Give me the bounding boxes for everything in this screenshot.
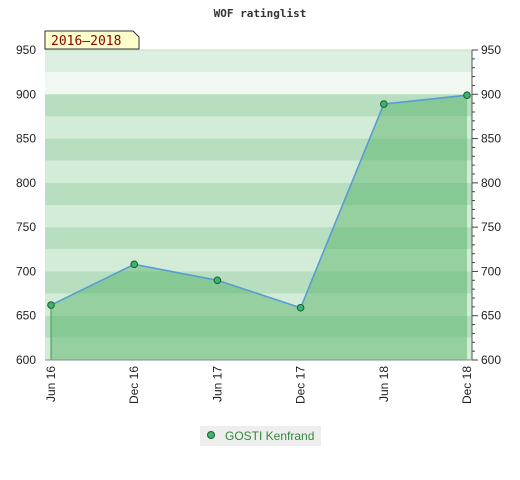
grid-band bbox=[45, 94, 472, 117]
chart-title: WOF ratinglist bbox=[214, 7, 307, 20]
grid-band bbox=[45, 72, 472, 95]
x-tick-label: Jun 17 bbox=[210, 366, 224, 402]
period-badge: 2016–2018 bbox=[44, 30, 140, 50]
period-badge-label: 2016–2018 bbox=[51, 34, 121, 49]
period-badge-box bbox=[44, 30, 140, 50]
left-y-tick-label: 900 bbox=[16, 87, 36, 101]
left-y-tick-label: 950 bbox=[16, 43, 36, 57]
x-tick-label: Dec 17 bbox=[294, 366, 308, 404]
left-y-tick-label: 850 bbox=[16, 132, 36, 146]
legend-series-label: GOSTI Kenfrand bbox=[225, 429, 314, 443]
grid-band bbox=[45, 249, 472, 272]
grid-band bbox=[45, 293, 472, 316]
left-y-axis: 600 650 700 750 800 850 900 950 bbox=[16, 43, 36, 367]
right-y-tick-label: 600 bbox=[481, 353, 501, 367]
right-y-tick-label: 700 bbox=[481, 264, 501, 278]
data-point bbox=[463, 91, 471, 99]
data-point bbox=[47, 301, 55, 309]
grid-band bbox=[45, 116, 472, 139]
x-tick-label: Jun 18 bbox=[377, 366, 391, 402]
right-y-tick-label: 750 bbox=[481, 220, 501, 234]
left-y-tick-label: 750 bbox=[16, 220, 36, 234]
right-y-axis: 600 650 700 750 800 850 900 950 bbox=[471, 43, 501, 367]
plot-background bbox=[45, 49, 472, 360]
legend-marker-icon bbox=[207, 431, 215, 439]
x-axis: Jun 16 Dec 16 Jun 17 Dec 17 Jun 18 Dec 18 bbox=[44, 359, 474, 404]
data-point bbox=[380, 100, 388, 108]
data-point bbox=[130, 260, 138, 269]
x-tick-label: Jun 16 bbox=[44, 366, 58, 402]
grid-band bbox=[45, 50, 472, 73]
right-y-tick-label: 650 bbox=[481, 309, 501, 323]
series-line bbox=[47, 91, 471, 312]
area-fill-shape bbox=[51, 95, 467, 361]
left-y-tick-label: 700 bbox=[16, 264, 36, 278]
grid-band bbox=[45, 337, 472, 360]
right-y-tick-label: 800 bbox=[481, 176, 501, 190]
x-tick-label: Dec 16 bbox=[127, 366, 141, 404]
x-tick-label: Dec 18 bbox=[460, 366, 474, 404]
right-y-tick-label: 950 bbox=[481, 43, 501, 57]
grid-band bbox=[45, 205, 472, 228]
grid-band bbox=[45, 182, 472, 205]
left-y-tick-label: 650 bbox=[16, 309, 36, 323]
series-polyline bbox=[50, 94, 468, 309]
grid-band bbox=[45, 315, 472, 338]
right-y-tick-label: 900 bbox=[481, 87, 501, 101]
left-y-tick-label: 800 bbox=[16, 176, 36, 190]
grid-band bbox=[45, 271, 472, 294]
right-y-tick-label: 850 bbox=[481, 132, 501, 146]
grid-band bbox=[45, 160, 472, 183]
data-point bbox=[213, 276, 222, 285]
left-y-tick-label: 600 bbox=[16, 353, 36, 367]
legend-box bbox=[200, 426, 321, 446]
grid-band bbox=[45, 227, 472, 250]
grid-band bbox=[45, 138, 472, 161]
legend[interactable]: GOSTI Kenfrand bbox=[200, 426, 321, 446]
data-point bbox=[296, 303, 305, 312]
area-fill bbox=[50, 95, 467, 361]
